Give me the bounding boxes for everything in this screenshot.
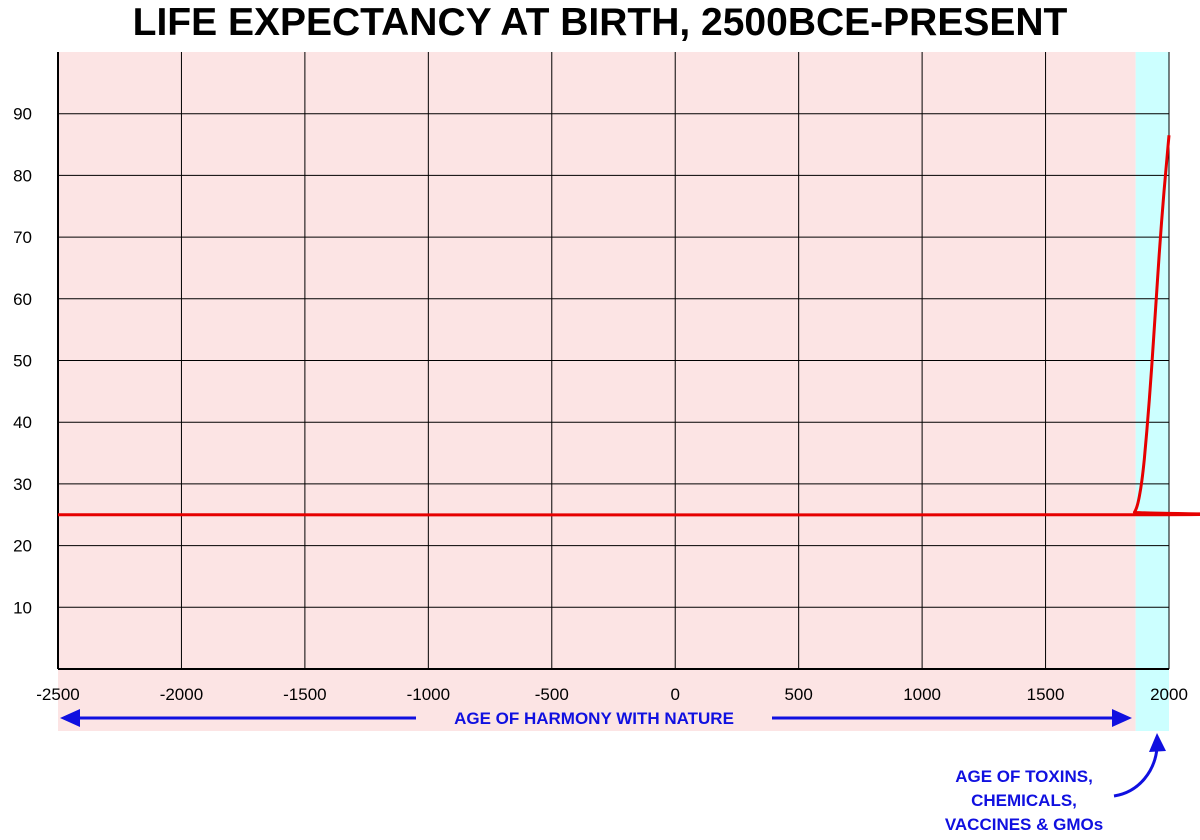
harmony-arrow-right-head: [1112, 709, 1132, 727]
y-tick-label: 80: [13, 166, 32, 185]
toxins-label-line-3: VACCINES & GMOs: [945, 815, 1103, 834]
x-tick-label: -1500: [283, 685, 326, 704]
x-tick-label: -500: [535, 685, 569, 704]
x-tick-label: 1500: [1027, 685, 1065, 704]
series-line-0: [57, 135, 1200, 517]
chart-title: LIFE EXPECTANCY AT BIRTH, 2500BCE-PRESEN…: [132, 1, 1068, 44]
harmony-label: AGE OF HARMONY WITH NATURE: [454, 709, 734, 728]
toxins-curved-arrow-shaft: [1113, 747, 1159, 798]
era-band-0: [58, 52, 1136, 731]
toxins-label-line-1: AGE OF TOXINS,: [955, 767, 1093, 786]
x-tick-label: 1000: [903, 685, 941, 704]
x-tick-label: -1000: [407, 685, 450, 704]
y-tick-label: 70: [13, 228, 32, 247]
era-band-1: [1135, 52, 1169, 731]
y-tick-label: 50: [13, 352, 32, 371]
y-tick-label: 20: [13, 537, 32, 556]
y-tick-label: 30: [13, 475, 32, 494]
toxins-label-line-2: CHEMICALS,: [971, 791, 1077, 810]
axes: [57, 52, 1169, 670]
harmony-arrow-left-head: [60, 709, 80, 727]
annotations: AGE OF HARMONY WITH NATURE AGE OF TOXINS…: [60, 709, 1166, 834]
y-tick-label: 40: [13, 413, 32, 432]
y-tick-labels: 10 20 30 40 50 60 70 80 90: [13, 105, 32, 618]
toxins-curved-arrow-head: [1149, 733, 1166, 752]
series-group: [57, 135, 1200, 517]
x-tick-label: 0: [670, 685, 679, 704]
x-tick-label: 2000: [1150, 685, 1188, 704]
x-tick-labels: -2500 -2000 -1500 -1000 -500 0 500 1000 1500 2000: [36, 685, 1188, 704]
y-tick-label: 90: [13, 105, 32, 124]
y-tick-label: 60: [13, 290, 32, 309]
x-tick-label: -2000: [160, 685, 203, 704]
grid-lines: [58, 52, 1170, 669]
x-tick-label: -2500: [36, 685, 79, 704]
era-bands: [58, 52, 1169, 731]
y-tick-label: 10: [13, 598, 32, 617]
x-tick-label: 500: [784, 685, 812, 704]
